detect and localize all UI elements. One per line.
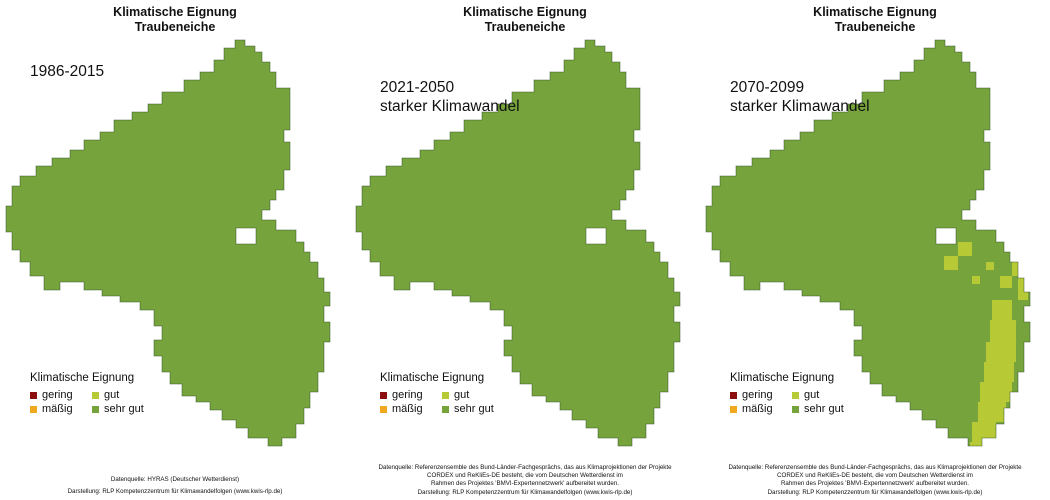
gut-cell [984, 362, 1014, 382]
sehr-gut-area [6, 40, 330, 446]
state-border-outline [5, 39, 331, 447]
legend-label: mäßig [742, 403, 773, 415]
gut-cell [944, 256, 958, 270]
panel-title: Klimatische Eignung Traubeneiche [700, 5, 1050, 35]
period-label: 1986-2015 [30, 63, 105, 80]
legend-label: sehr gut [804, 403, 844, 415]
gut-cell [972, 422, 996, 442]
title-line-1: Klimatische Eignung [113, 5, 237, 19]
legend-swatch [30, 405, 37, 413]
legend-swatch [380, 391, 387, 399]
legend-item-gut: gut [92, 389, 182, 401]
legend-item-gering: gering [730, 389, 792, 401]
legend-swatch [442, 391, 449, 399]
legend-label: gering [392, 389, 423, 401]
legend-item-gering: gering [30, 389, 92, 401]
legend-swatch [792, 391, 799, 399]
suitability-map [5, 39, 331, 447]
gut-cell [986, 262, 994, 270]
legend: Klimatische Eignung gering gut mäßig seh… [380, 372, 532, 415]
gut-cell [970, 442, 990, 446]
legend-item-maessig: mäßig [730, 403, 792, 415]
suitability-map [705, 39, 1031, 447]
title-line-2: Traubeneiche [834, 20, 916, 34]
credit-note: Darstellung: RLP Kompetenzzentrum für Kl… [767, 489, 983, 496]
legend-label: gering [742, 389, 773, 401]
rlp-region-shape [706, 40, 1030, 446]
legend-swatch [442, 405, 449, 413]
legend-label: sehr gut [454, 403, 494, 415]
legend-swatch [92, 391, 99, 399]
sehr-gut-area [706, 40, 1030, 446]
gut-cell [986, 342, 1016, 362]
legend-item-sehr-gut: sehr gut [792, 403, 882, 415]
gut-cell [992, 300, 1012, 320]
legend-label: mäßig [392, 403, 423, 415]
legend-label: mäßig [42, 403, 73, 415]
legend-item-sehr-gut: sehr gut [92, 403, 182, 415]
legend-label: gut [804, 389, 820, 401]
map-panel-1986-2015: Klimatische Eignung Traubeneiche 1986-20… [0, 0, 350, 500]
legend: Klimatische Eignung gering gut mäßig seh… [730, 372, 882, 415]
sehr-gut-area [356, 40, 680, 446]
gut-cell [972, 276, 980, 284]
title-line-2: Traubeneiche [134, 20, 216, 34]
title-line-2: Traubeneiche [484, 20, 566, 34]
legend-item-sehr-gut: sehr gut [442, 403, 532, 415]
suitability-map [355, 39, 681, 447]
legend-label: gering [42, 389, 73, 401]
legend-item-gering: gering [380, 389, 442, 401]
legend-swatch [30, 391, 37, 399]
legend-label: gut [104, 389, 120, 401]
legend-swatch [730, 391, 737, 399]
gut-cell [978, 402, 1006, 422]
legend-item-maessig: mäßig [30, 403, 92, 415]
data-source-note: Datenquelle: Referenzensemble des Bund-L… [728, 464, 1022, 487]
legend-item-gut: gut [792, 389, 882, 401]
gut-cell [980, 382, 1012, 402]
state-border-outline [355, 39, 681, 447]
legend-item-gut: gut [442, 389, 532, 401]
map-panel-2070-2099: Klimatische Eignung Traubeneiche 2070-20… [700, 0, 1050, 500]
gut-cell [990, 320, 1016, 342]
credit-note: Darstellung: RLP Kompetenzzentrum für Kl… [67, 488, 283, 495]
legend-title: Klimatische Eignung [730, 372, 835, 384]
legend-swatch [792, 405, 799, 413]
gut-cell [1000, 276, 1012, 288]
legend-label: gut [454, 389, 470, 401]
rlp-region-shape [6, 40, 330, 446]
data-source-note: Datenquelle: Referenzensemble des Bund-L… [378, 464, 672, 487]
legend-item-maessig: mäßig [380, 403, 442, 415]
period-label: 2021-2050 starker Klimawandel [380, 79, 520, 115]
title-line-1: Klimatische Eignung [813, 5, 937, 19]
credit-note: Darstellung: RLP Kompetenzzentrum für Kl… [417, 489, 633, 496]
title-line-1: Klimatische Eignung [463, 5, 587, 19]
period-label: 2070-2099 starker Klimawandel [730, 79, 870, 115]
legend: Klimatische Eignung gering gut mäßig seh… [30, 372, 182, 415]
map-panel-2021-2050: Klimatische Eignung Traubeneiche 2021-20… [350, 0, 700, 500]
legend-label: sehr gut [104, 403, 144, 415]
gut-cell [1018, 276, 1028, 300]
legend-swatch [92, 405, 99, 413]
gut-cell [958, 242, 972, 256]
legend-title: Klimatische Eignung [30, 372, 135, 384]
legend-title: Klimatische Eignung [380, 372, 485, 384]
panel-title: Klimatische Eignung Traubeneiche [0, 5, 350, 35]
panel-title: Klimatische Eignung Traubeneiche [350, 5, 700, 35]
state-border-outline [705, 39, 1031, 447]
rlp-region-shape [356, 40, 680, 446]
legend-swatch [730, 405, 737, 413]
legend-swatch [380, 405, 387, 413]
data-source-note: Datenquelle: HYRAS (Deutscher Wetterdien… [110, 476, 240, 483]
